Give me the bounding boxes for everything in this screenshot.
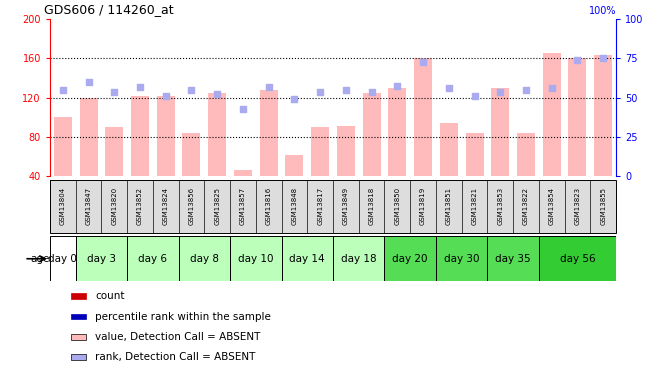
Text: GSM13825: GSM13825 (214, 187, 220, 225)
Bar (178, 236, 230, 281)
Bar (127, 236, 178, 281)
Point (495, 88, 505, 94)
Point (418, 59, 428, 65)
Text: day 10: day 10 (238, 254, 274, 264)
Point (212, 91, 222, 97)
Text: GSM13819: GSM13819 (420, 187, 426, 225)
Text: day 35: day 35 (496, 254, 531, 264)
Bar (388, 88, 406, 176)
Bar (260, 90, 278, 176)
Text: day 20: day 20 (392, 254, 428, 264)
Text: GSM13817: GSM13817 (317, 187, 323, 225)
Bar (182, 133, 200, 176)
Text: GSM13856: GSM13856 (188, 187, 194, 225)
Text: count: count (95, 291, 125, 301)
Point (83, 79, 94, 85)
Bar (539, 236, 616, 281)
Point (444, 85, 454, 91)
Text: GSM13804: GSM13804 (60, 187, 66, 225)
Text: GSM13850: GSM13850 (394, 187, 400, 225)
Point (109, 88, 120, 94)
Bar (71, 293, 87, 299)
Text: GSM13857: GSM13857 (240, 187, 246, 225)
Text: GSM13824: GSM13824 (163, 187, 168, 225)
Point (572, 57, 583, 63)
Text: day 3: day 3 (87, 254, 116, 264)
Bar (333, 236, 384, 281)
Point (135, 84, 145, 90)
Bar (362, 93, 380, 176)
Bar (71, 314, 87, 320)
Text: value, Detection Call = ABSENT: value, Detection Call = ABSENT (95, 332, 260, 342)
Bar (517, 133, 535, 176)
Point (289, 96, 300, 102)
Bar (50, 236, 76, 281)
Text: GSM13853: GSM13853 (498, 187, 503, 225)
Text: GSM13852: GSM13852 (137, 187, 143, 225)
Point (315, 88, 326, 94)
Point (392, 83, 403, 89)
Point (546, 85, 557, 91)
Bar (414, 58, 432, 176)
Point (598, 55, 609, 61)
Bar (208, 93, 226, 176)
Bar (569, 58, 587, 176)
Bar (71, 334, 87, 340)
Point (469, 93, 480, 99)
Point (161, 93, 171, 99)
Text: day 30: day 30 (444, 254, 480, 264)
Bar (286, 154, 304, 176)
Bar (79, 98, 97, 176)
Text: GSM13849: GSM13849 (343, 187, 349, 225)
Text: GSM13847: GSM13847 (85, 187, 91, 225)
Text: GSM13823: GSM13823 (575, 187, 581, 225)
Text: GDS606 / 114260_at: GDS606 / 114260_at (44, 3, 174, 16)
Point (340, 87, 351, 93)
Point (238, 106, 248, 112)
Bar (76, 236, 127, 281)
Text: GSM13822: GSM13822 (523, 187, 529, 225)
Text: day 56: day 56 (559, 254, 595, 264)
Text: GSM13821: GSM13821 (472, 187, 478, 225)
Bar (234, 170, 252, 176)
Text: GSM13848: GSM13848 (292, 187, 298, 225)
Point (57, 87, 68, 93)
Bar (492, 88, 509, 176)
Bar (131, 96, 149, 176)
Bar (436, 236, 488, 281)
Text: day 18: day 18 (341, 254, 376, 264)
Bar (337, 126, 355, 176)
Text: GSM13854: GSM13854 (549, 187, 555, 225)
Text: GSM13851: GSM13851 (446, 187, 452, 225)
Text: age: age (31, 254, 50, 264)
Bar (466, 133, 484, 176)
Bar (311, 127, 329, 176)
Text: 100%: 100% (589, 6, 616, 16)
Bar (543, 53, 561, 176)
Bar (594, 55, 612, 176)
Bar (157, 96, 174, 176)
Bar (282, 236, 333, 281)
Point (366, 88, 377, 94)
Bar (384, 236, 436, 281)
Point (263, 84, 274, 90)
Bar (105, 127, 123, 176)
Text: percentile rank within the sample: percentile rank within the sample (95, 312, 271, 321)
Text: day 0: day 0 (49, 254, 77, 264)
Text: GSM13816: GSM13816 (266, 187, 272, 225)
Text: GSM13820: GSM13820 (111, 187, 117, 225)
Text: rank, Detection Call = ABSENT: rank, Detection Call = ABSENT (95, 352, 256, 362)
Text: GSM13855: GSM13855 (600, 187, 606, 225)
Bar (54, 117, 72, 176)
Point (521, 87, 531, 93)
Point (186, 87, 196, 93)
Text: day 14: day 14 (290, 254, 325, 264)
Text: GSM13818: GSM13818 (368, 187, 374, 225)
Bar (440, 123, 458, 176)
Bar (488, 236, 539, 281)
Bar (230, 236, 282, 281)
Text: day 6: day 6 (139, 254, 167, 264)
Text: day 8: day 8 (190, 254, 219, 264)
Bar (71, 354, 87, 360)
